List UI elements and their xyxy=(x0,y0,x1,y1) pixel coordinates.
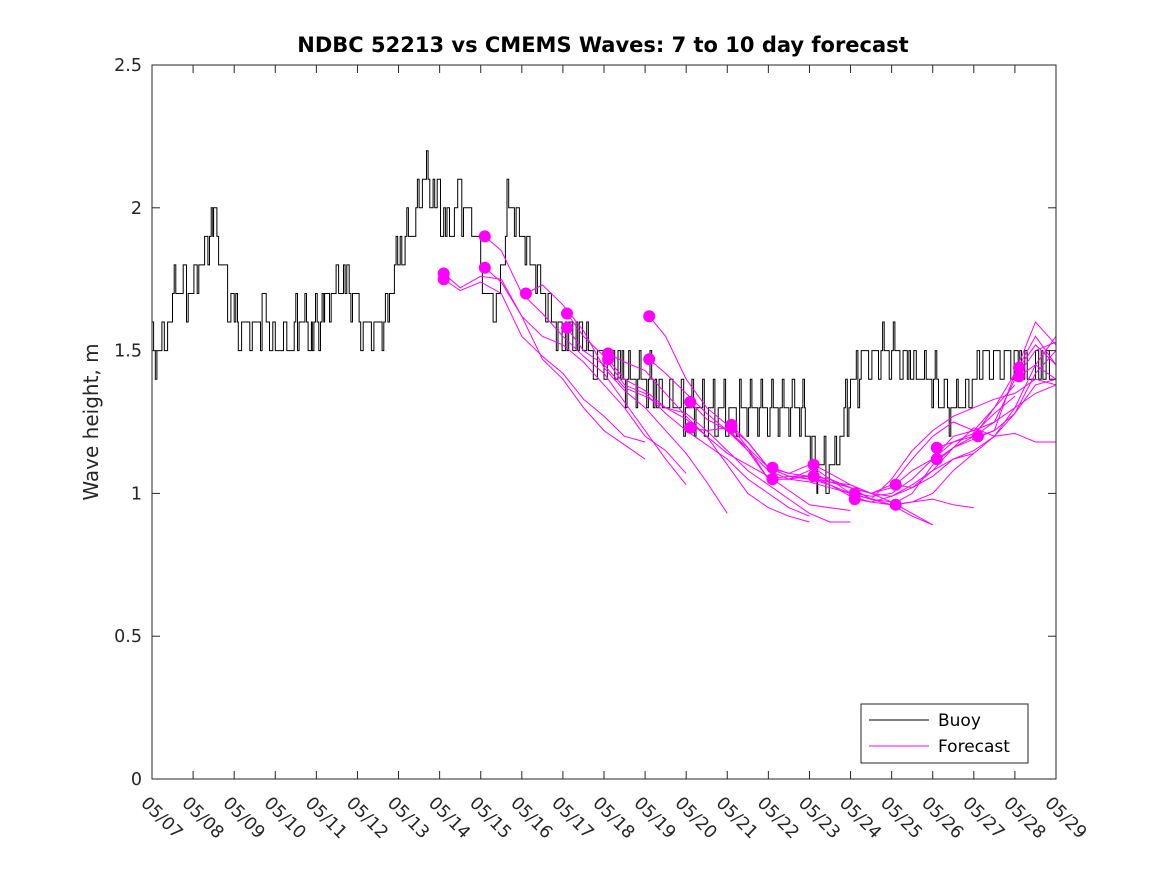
forecast-series-line xyxy=(813,378,1057,500)
forecast-start-marker xyxy=(971,430,984,443)
y-tick-label: 2 xyxy=(131,199,142,219)
forecast-start-marker xyxy=(602,353,615,366)
forecast-start-marker xyxy=(1013,361,1025,374)
forecast-start-marker xyxy=(561,321,573,334)
forecast-start-marker xyxy=(766,461,779,474)
forecast-series-line xyxy=(1018,344,1057,368)
y-tick-label: 2.5 xyxy=(114,56,142,76)
forecast-series-line xyxy=(895,336,1057,489)
legend-forecast-label: Forecast xyxy=(938,737,1010,757)
forecast-series-line xyxy=(607,353,851,511)
forecast-start-marker xyxy=(643,310,656,323)
forecast-series-line xyxy=(854,384,1057,497)
y-tick-label: 1.5 xyxy=(114,342,142,362)
legend-buoy-label: Buoy xyxy=(938,711,981,731)
y-axis-label: Wave height, m xyxy=(79,343,103,500)
legend-box xyxy=(860,703,1029,764)
forecast-series-line xyxy=(484,236,687,486)
forecast-start-marker xyxy=(1013,370,1025,383)
y-tick-label: 0 xyxy=(131,770,142,790)
forecast-start-marker xyxy=(437,273,450,286)
forecast-start-marker xyxy=(684,421,697,434)
forecast-start-marker xyxy=(930,453,943,466)
forecast-series-line xyxy=(443,273,646,460)
forecast-series-line xyxy=(443,278,646,443)
forecast-start-marker xyxy=(766,473,779,486)
forecast-series-line xyxy=(1018,364,1057,380)
y-tick-label: 1 xyxy=(131,484,142,504)
forecast-start-marker xyxy=(889,498,902,511)
forecast-series-line xyxy=(566,327,810,523)
legend: Buoy Forecast xyxy=(860,703,1029,764)
forecast-start-marker xyxy=(519,287,532,300)
forecast-start-markers xyxy=(437,230,1025,511)
forecast-series-line xyxy=(484,267,687,474)
forecast-start-marker xyxy=(478,230,491,243)
forecast-start-marker xyxy=(848,493,861,506)
forecast-series-line xyxy=(895,378,1057,506)
plot-area xyxy=(152,65,1056,779)
buoy-series-line xyxy=(152,150,1057,494)
forecast-start-marker xyxy=(684,396,697,408)
forecast-series-line xyxy=(525,284,728,514)
forecast-start-marker xyxy=(930,441,943,454)
chart-title: NDBC 52213 vs CMEMS Waves: 7 to 10 day f… xyxy=(297,33,908,57)
forecast-start-marker xyxy=(478,261,491,274)
forecast-series-line xyxy=(977,350,1057,437)
forecast-start-marker xyxy=(807,470,820,483)
y-tick-label: 0.5 xyxy=(114,627,142,647)
forecast-start-marker xyxy=(643,353,656,366)
forecast-start-marker xyxy=(725,421,738,434)
forecast-series-line xyxy=(936,341,1057,449)
forecast-start-marker xyxy=(889,478,902,491)
forecast-series-line xyxy=(607,358,851,523)
forecast-start-marker xyxy=(561,307,573,320)
forecast-start-marker xyxy=(807,458,820,471)
